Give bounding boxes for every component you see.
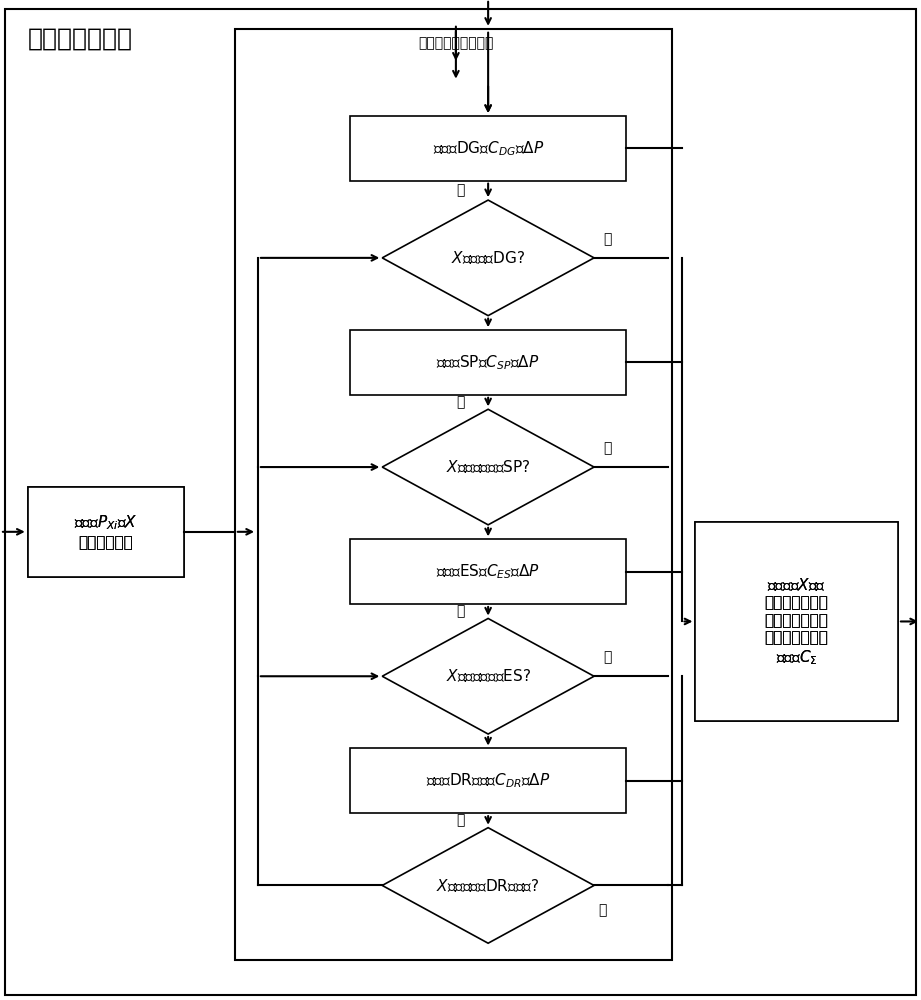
Text: 计算各SP的$C_{SP}$及$\Delta P$: 计算各SP的$C_{SP}$及$\Delta P$ [437, 353, 540, 372]
Text: $X$含有可控DG?: $X$含有可控DG? [451, 250, 525, 266]
Text: （仅采用开关操作）: （仅采用开关操作） [418, 37, 494, 51]
Text: 否: 否 [603, 232, 612, 246]
Text: 是: 是 [457, 395, 465, 409]
Polygon shape [382, 828, 594, 943]
Text: $X$含有可实施DR的负荷?: $X$含有可实施DR的负荷? [437, 877, 540, 894]
Text: 是: 是 [457, 183, 465, 197]
Text: 计算各DG的$C_{DG}$及$\Delta P$: 计算各DG的$C_{DG}$及$\Delta P$ [433, 139, 543, 158]
Bar [695, 522, 898, 721]
Text: 计算各ES的$C_{ES}$及$\Delta P$: 计算各ES的$C_{ES}$及$\Delta P$ [437, 562, 540, 581]
Text: 是: 是 [457, 604, 465, 618]
Bar [695, 522, 898, 721]
Bar [350, 330, 626, 395]
Text: 对采用$P_{Xi}$的$X$
计算等效源点: 对采用$P_{Xi}$的$X$ 计算等效源点 [75, 514, 137, 550]
Polygon shape [382, 200, 594, 316]
Bar [350, 539, 626, 604]
Text: 否: 否 [603, 650, 612, 664]
Polygon shape [382, 409, 594, 525]
Text: 组合馈线$X$的各
类支援因素形成
不同调度方案；
计算对应的等效
源点及$C_\Sigma$: 组合馈线$X$的各 类支援因素形成 不同调度方案； 计算对应的等效 源点及$C_… [764, 576, 829, 667]
Text: 计算各DR对应的$C_{DR}$及$\Delta P$: 计算各DR对应的$C_{DR}$及$\Delta P$ [426, 771, 551, 790]
Text: 对采用$P_{Xi}$的$X$
计算等效源点: 对采用$P_{Xi}$的$X$ 计算等效源点 [75, 514, 137, 550]
Text: $X$含有可支援的ES?: $X$含有可支援的ES? [446, 668, 530, 685]
Text: 是: 是 [457, 813, 465, 827]
Bar [28, 487, 184, 577]
Bar [350, 748, 626, 813]
Text: 一级馈线子流程: 一级馈线子流程 [28, 27, 133, 51]
Bar [28, 487, 184, 577]
Text: 否: 否 [603, 441, 612, 455]
Text: $X$含有可支援的SP?: $X$含有可支援的SP? [446, 459, 530, 475]
Bar [235, 29, 672, 960]
Bar [350, 116, 626, 181]
Text: 否: 否 [599, 903, 607, 917]
Polygon shape [382, 618, 594, 734]
Text: 组合馈线$X$的各
类支援因素形成
不同调度方案；
计算对应的等效
源点及$C_\Sigma$: 组合馈线$X$的各 类支援因素形成 不同调度方案； 计算对应的等效 源点及$C_… [764, 576, 829, 667]
